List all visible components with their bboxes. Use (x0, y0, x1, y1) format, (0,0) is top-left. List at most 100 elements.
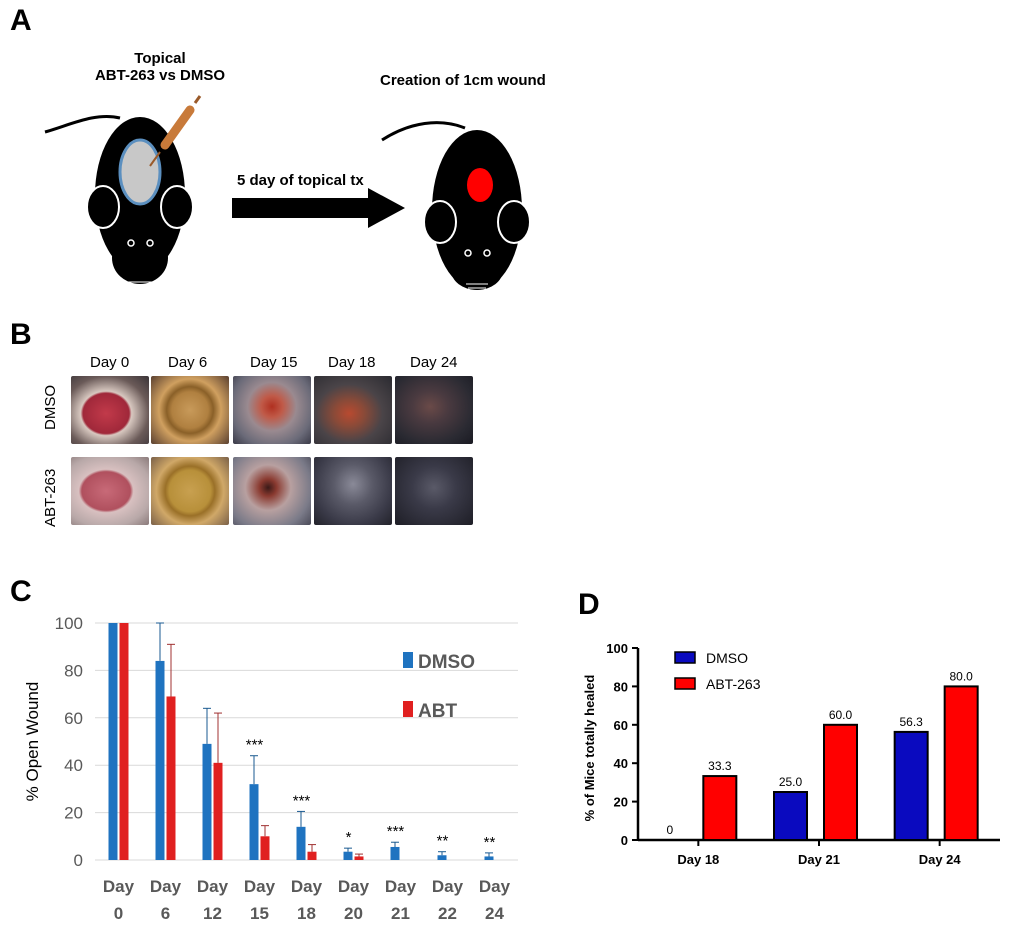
bar-dmso (249, 784, 259, 860)
column-label: Day 0 (90, 354, 130, 371)
bar-abt (166, 696, 176, 860)
x-tick-label: 0 (114, 904, 123, 923)
x-tick-label: 24 (485, 904, 504, 923)
wound-photo-abt-day0 (71, 457, 149, 525)
panel-label-c: C (10, 575, 32, 608)
legend-label-abt: ABT (418, 701, 457, 722)
panel-label-b: B (10, 318, 32, 351)
column-label: Day 18 (328, 354, 376, 371)
row-label-abt263: ABT-263 (42, 468, 59, 527)
y-axis-label: % Open Wound (23, 682, 42, 802)
bar-dmso (108, 623, 118, 860)
x-tick-label: Day (150, 877, 182, 896)
bar-dmso (296, 826, 306, 860)
column-label: Day 6 (168, 354, 208, 371)
bar-dmso (202, 743, 212, 860)
data-label: 60.0 (829, 708, 853, 722)
x-tick-label: Day (291, 877, 323, 896)
bar-abt (307, 851, 317, 860)
data-label: 56.3 (899, 715, 923, 729)
y-tick-label: 40 (64, 756, 83, 775)
x-tick-label: Day (479, 877, 511, 896)
x-tick-label: Day 21 (798, 852, 840, 867)
bar-dmso (437, 855, 447, 860)
x-tick-label: 18 (297, 904, 316, 923)
x-tick-label: 20 (344, 904, 363, 923)
x-tick-label: 21 (391, 904, 410, 923)
x-tick-label: 12 (203, 904, 222, 923)
x-tick-label: 6 (161, 904, 170, 923)
bar-abt-263 (702, 775, 738, 841)
x-tick-label: Day (197, 877, 229, 896)
y-tick-label: 20 (614, 795, 628, 810)
bar-dmso (155, 660, 165, 860)
legend-swatch-abt (403, 701, 413, 717)
wound-photo-dmso-day0 (71, 376, 149, 444)
x-tick-label: Day (103, 877, 135, 896)
significance-marker: *** (387, 823, 405, 840)
legend-swatch-abt263 (674, 677, 696, 690)
bar-dmso (343, 851, 353, 860)
topical-caption-line2: ABT-263 vs DMSO (94, 67, 226, 84)
topical-caption-line1: Topical (134, 50, 186, 67)
bar-abt-263 (823, 723, 858, 841)
y-tick-label: 60 (64, 709, 83, 728)
legend-swatch-dmso (674, 651, 696, 664)
wound-photo-dmso-day15 (233, 376, 311, 444)
y-tick-label: 100 (606, 641, 628, 656)
legend-label-dmso: DMSO (418, 652, 475, 673)
mouse-left-illustration (44, 115, 194, 287)
panel-label-d: D (578, 588, 600, 621)
legend-label-abt263: ABT-263 (706, 676, 761, 692)
topical-caption: Topical ABT-263 vs DMSO (90, 50, 230, 84)
treated-skin-area (118, 138, 162, 206)
wound-caption: Creation of 1cm wound (380, 72, 546, 89)
wound-spot (467, 168, 493, 202)
x-tick-label: Day (338, 877, 370, 896)
panel-a-schematic (44, 95, 531, 290)
bar-abt (260, 836, 270, 860)
bar-dmso (893, 730, 929, 841)
wound-photo-abt-day15 (233, 457, 311, 525)
wound-photo-dmso-day6 (151, 376, 229, 444)
y-tick-label: 80 (614, 679, 628, 694)
y-tick-label: 20 (64, 804, 83, 823)
bar-abt (354, 856, 364, 860)
wound-photo-abt-day24 (395, 457, 473, 525)
significance-marker: *** (246, 737, 264, 754)
bar-abt-263 (943, 685, 979, 842)
y-tick-label: 60 (614, 718, 628, 733)
x-tick-label: 15 (250, 904, 269, 923)
significance-marker: ** (437, 833, 449, 850)
y-tick-label: 80 (64, 661, 83, 680)
bar-dmso (390, 846, 400, 860)
wound-photo-abt-day18 (314, 457, 392, 525)
significance-marker: * (346, 829, 352, 846)
column-label: Day 15 (250, 354, 298, 371)
y-axis-label: % of Mice totally healed (582, 675, 597, 822)
x-tick-label: Day 18 (677, 852, 719, 867)
legend-swatch-dmso (403, 652, 413, 668)
data-label: 25.0 (779, 775, 803, 789)
y-tick-label: 0 (621, 833, 628, 848)
bar-dmso (773, 791, 808, 841)
y-tick-label: 0 (74, 851, 83, 870)
x-tick-label: Day 24 (919, 852, 962, 867)
bar-abt (213, 762, 223, 860)
row-label-dmso: DMSO (42, 385, 59, 430)
data-label: 80.0 (949, 669, 973, 683)
mouse-right-illustration (381, 121, 531, 290)
column-label: Day 24 (410, 354, 458, 371)
panel-label-a: A (10, 4, 32, 37)
wound-photo-dmso-day24 (395, 376, 473, 444)
y-tick-label: 100 (55, 614, 83, 633)
x-tick-label: Day (432, 877, 464, 896)
y-tick-label: 40 (614, 756, 628, 771)
arrow-label: 5 day of topical tx (237, 172, 364, 189)
wound-photo-abt-day6 (151, 457, 229, 525)
significance-marker: ** (484, 834, 496, 851)
wound-photo-dmso-day18 (314, 376, 392, 444)
data-label: 33.3 (708, 759, 732, 773)
bar-dmso (484, 856, 494, 860)
